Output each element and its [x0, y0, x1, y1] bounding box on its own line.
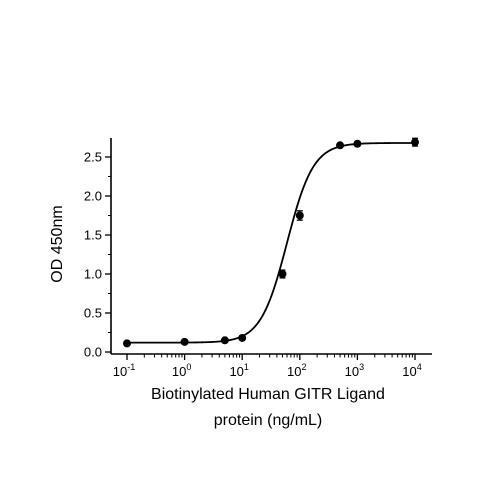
x-tick-label: 101	[229, 362, 248, 379]
x-axis-title-line2: protein (ng/mL)	[214, 412, 323, 429]
x-tick-label: 100	[172, 362, 191, 379]
x-tick-label: 103	[345, 362, 364, 379]
y-tick-label: 0.0	[84, 345, 102, 360]
data-point	[411, 138, 419, 147]
x-tick-exponent: 3	[359, 362, 364, 372]
x-tick-base: 10	[345, 364, 359, 379]
y-axis-title: OD 450nm	[49, 205, 66, 282]
x-tick-exponent: 0	[186, 362, 191, 372]
data-point	[123, 339, 131, 348]
data-point	[278, 270, 287, 278]
x-tick-base: 10	[229, 364, 243, 379]
fit-curve	[127, 142, 415, 344]
data-point	[295, 211, 304, 220]
x-tick-base: 10	[402, 364, 416, 379]
x-tick-base: 10	[287, 364, 301, 379]
x-axis-title-line1: Biotinylated Human GITR Ligand	[151, 386, 385, 403]
x-tick-exponent: 4	[417, 362, 422, 372]
x-tick-base: 10	[113, 364, 127, 379]
data-points	[123, 137, 419, 348]
x-tick-exponent: 2	[302, 362, 307, 372]
data-point	[180, 337, 189, 346]
axes	[110, 138, 432, 355]
x-tick-label: 104	[402, 362, 421, 379]
y-tick-label: 2.0	[84, 189, 102, 204]
data-point	[336, 141, 345, 150]
x-tick-base: 10	[172, 364, 186, 379]
x-tick-label: 10-1	[113, 362, 135, 379]
fit-curve-group	[127, 142, 415, 344]
data-point	[353, 139, 362, 148]
data-point	[220, 336, 229, 345]
y-tick-label: 2.5	[84, 150, 102, 165]
x-tick-exponent: -1	[127, 362, 135, 372]
y-tick-label: 1.0	[84, 267, 102, 282]
x-tick-label: 102	[287, 362, 306, 379]
x-tick-exponent: 1	[244, 362, 249, 372]
y-axis-ticks: 0.0 0.5 1.0 1.5 2.0 2.5	[84, 150, 111, 360]
y-tick-label: 0.5	[84, 306, 102, 321]
x-axis-ticks: 10-1 100 101 102 103 104	[113, 354, 422, 379]
y-tick-label: 1.5	[84, 228, 102, 243]
data-point	[238, 333, 247, 342]
